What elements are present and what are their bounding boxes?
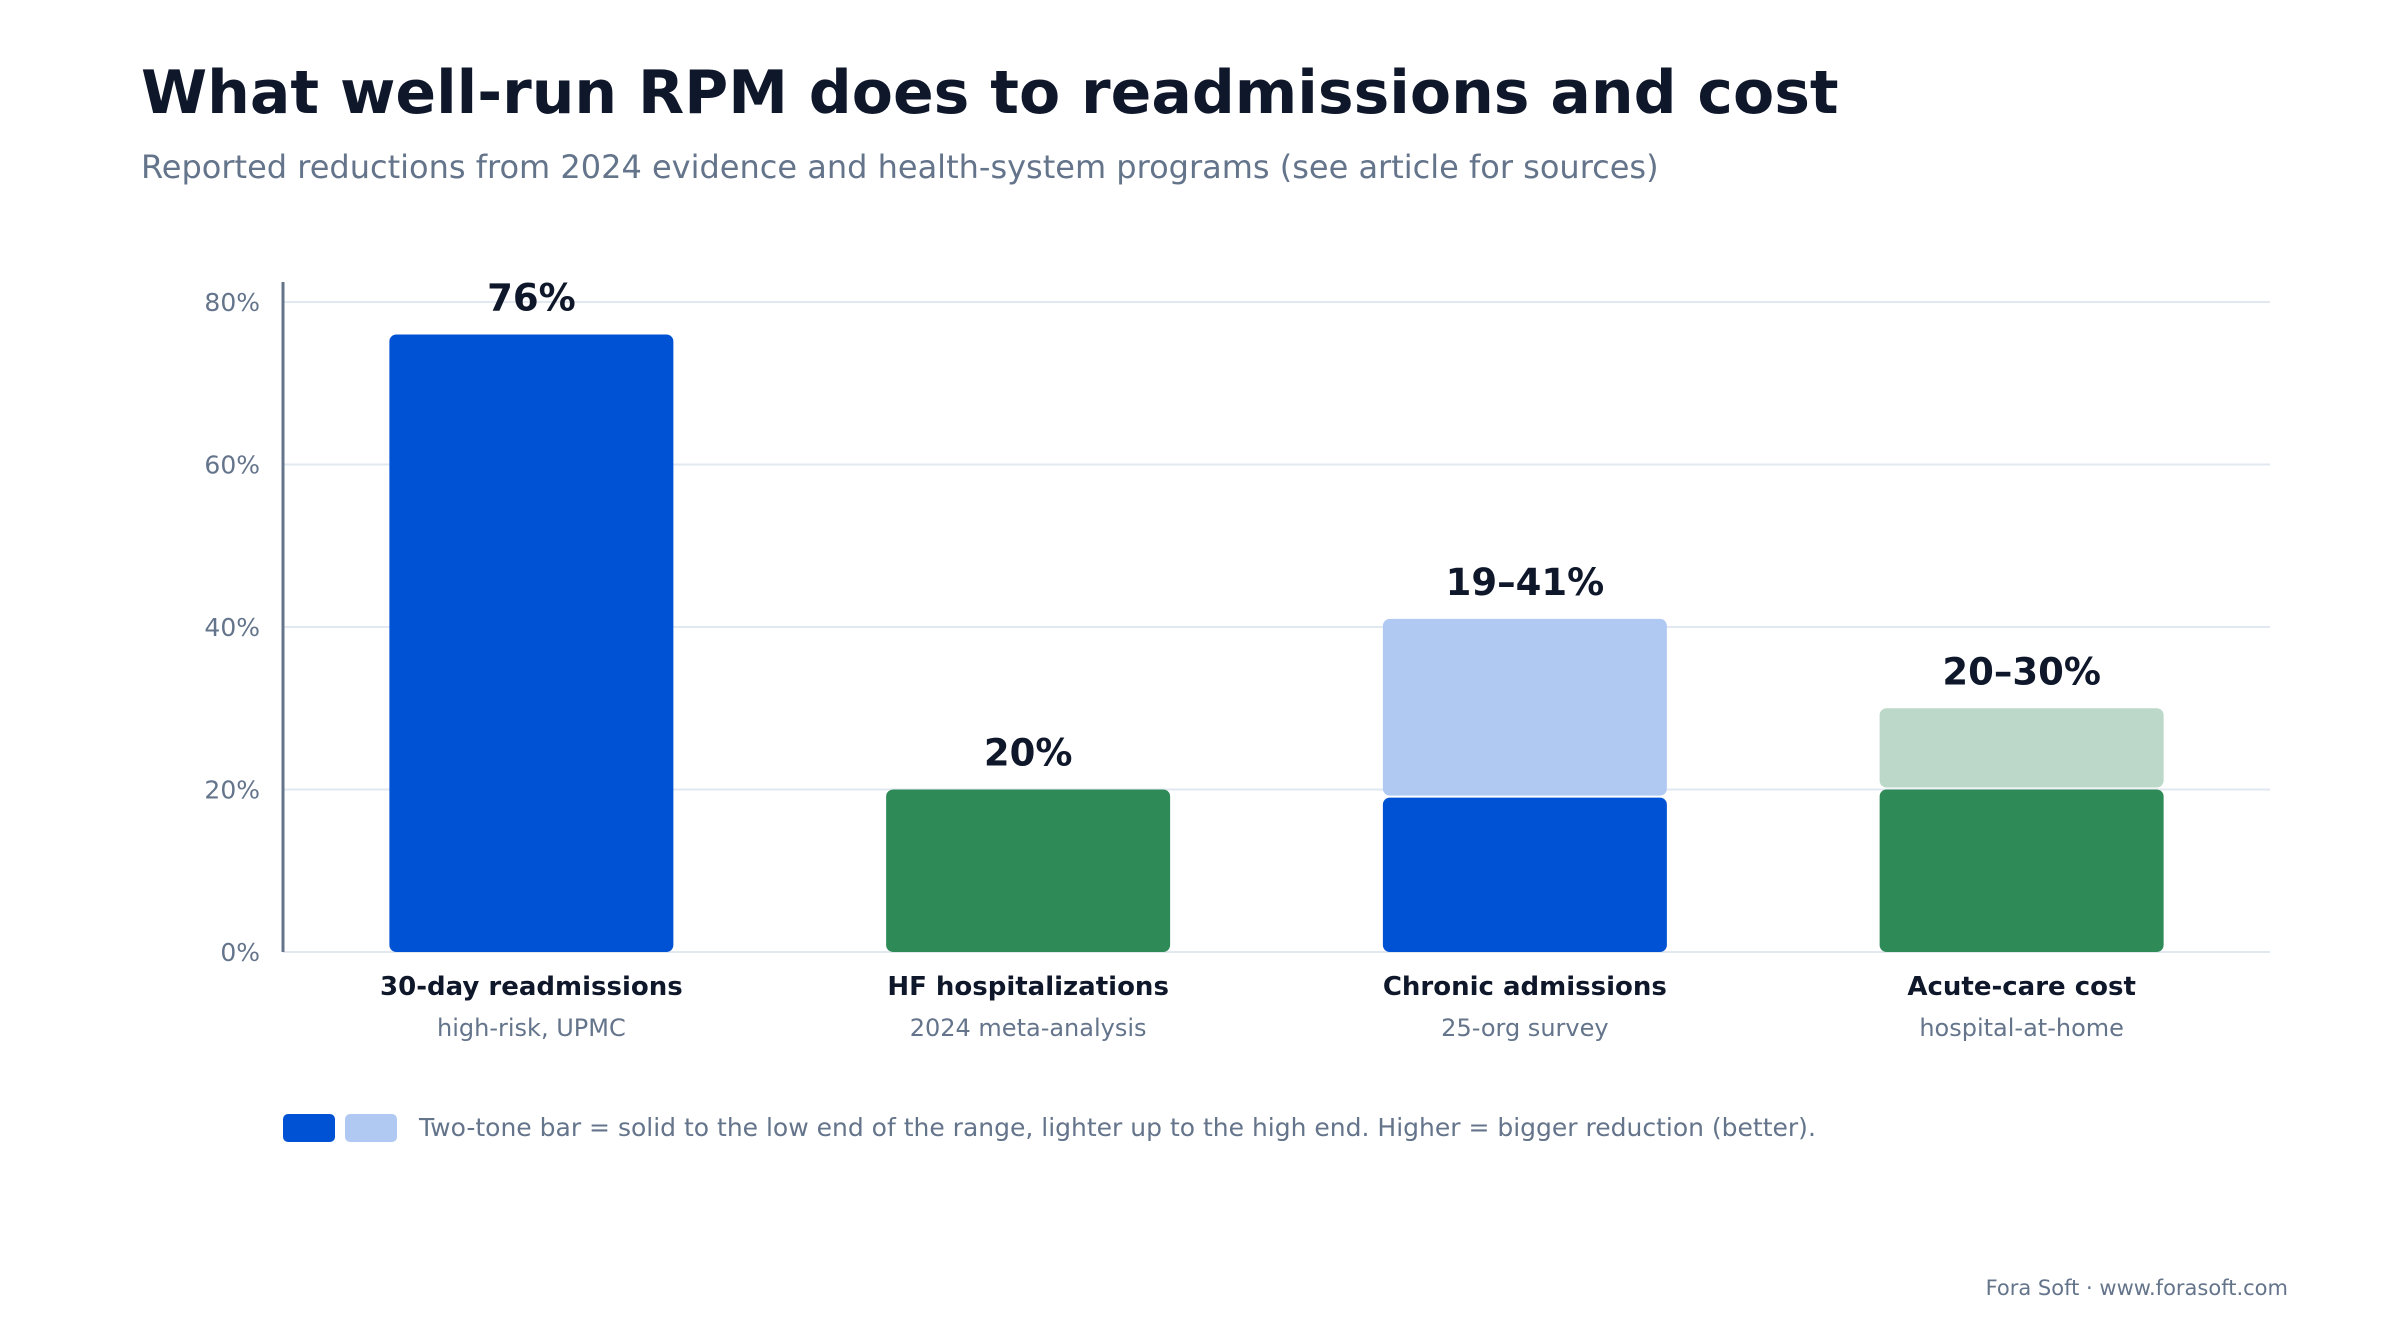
y-tick-label: 80%	[204, 288, 260, 317]
x-category-sublabel: hospital-at-home	[1919, 1014, 2124, 1042]
chart-title: What well-run RPM does to readmissions a…	[141, 58, 1839, 128]
x-category-sublabel: high-risk, UPMC	[437, 1014, 626, 1042]
legend: Two-tone bar = solid to the low end of t…	[283, 1113, 1816, 1142]
x-category-label: Acute-care cost	[1907, 972, 2136, 1002]
labels: 0% 20% 40% 60% 80% 76% 30-day readmissions high…	[204, 277, 2135, 1043]
y-tick-label: 20%	[204, 776, 260, 805]
x-category-label: 30-day readmissions	[380, 972, 683, 1002]
bar-solid-segment	[1879, 789, 2164, 952]
bar-value-label: 19–41%	[1446, 561, 1605, 604]
bars	[389, 334, 2164, 952]
x-category-label: Chronic admissions	[1383, 972, 1667, 1002]
y-tick-label: 60%	[204, 451, 260, 480]
bar-range-segment	[1879, 708, 2164, 788]
footer-credit: Fora Soft · www.forasoft.com	[1985, 1276, 2288, 1300]
bar-solid-segment	[389, 334, 674, 952]
bar-value-label: 76%	[487, 277, 576, 320]
chart-subtitle: Reported reductions from 2024 evidence a…	[141, 148, 1659, 186]
legend-text: Two-tone bar = solid to the low end of t…	[419, 1113, 1816, 1142]
bar-value-label: 20–30%	[1942, 650, 2101, 693]
bar-value-label: 20%	[984, 732, 1073, 775]
bar-solid-segment	[886, 789, 1171, 952]
y-tick-label: 40%	[204, 613, 260, 642]
bar-solid-segment	[1382, 797, 1667, 952]
x-category-sublabel: 25-org survey	[1441, 1014, 1608, 1042]
bar-range-segment	[1382, 618, 1667, 796]
x-category-label: HF hospitalizations	[887, 972, 1169, 1002]
x-category-sublabel: 2024 meta-analysis	[910, 1014, 1147, 1042]
y-tick-label: 0%	[220, 938, 260, 967]
legend-swatch-solid	[283, 1113, 335, 1142]
legend-swatch-light	[345, 1113, 397, 1142]
